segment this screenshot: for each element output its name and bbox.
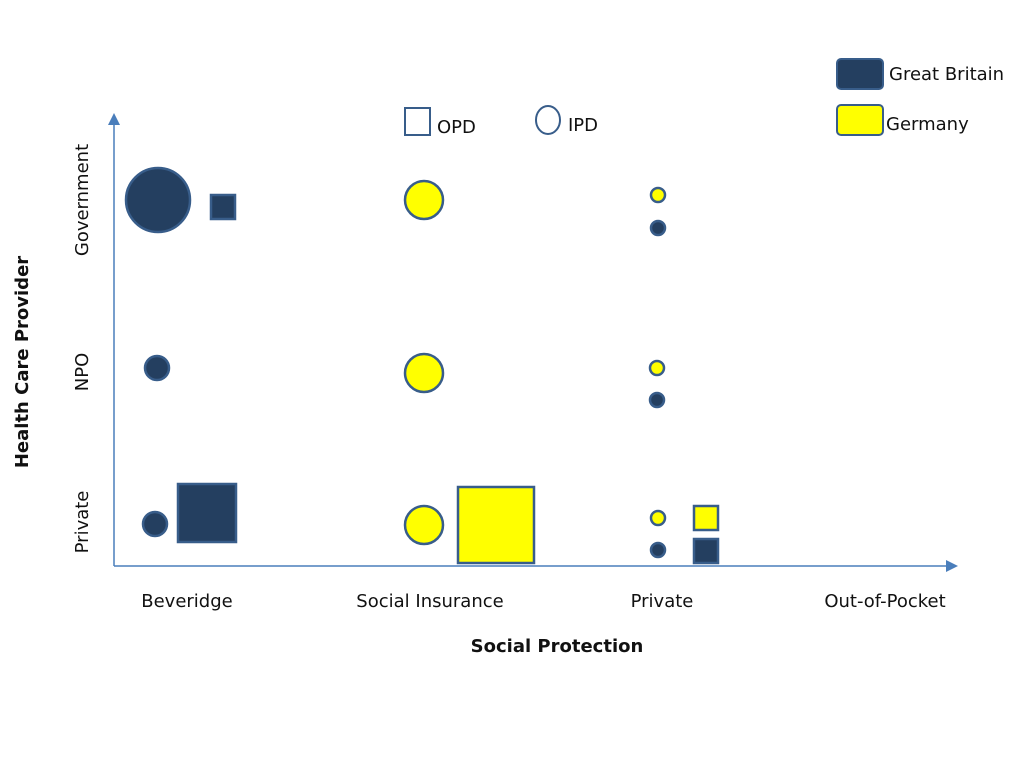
mark-great-britain-ipd-beveridge-npo-2 bbox=[143, 354, 171, 382]
mark-great-britain-opd-beveridge-government-1 bbox=[209, 193, 237, 221]
y-tick-npo: NPO bbox=[72, 353, 93, 392]
x-tick-beveridge: Beveridge bbox=[141, 591, 232, 612]
legend-germany-swatch bbox=[836, 104, 884, 136]
y-axis-title: Health Care Provider bbox=[12, 256, 33, 468]
mark-germany-ipd-private-private-13 bbox=[649, 509, 667, 527]
mark-germany-opd-social-insurance-private-8 bbox=[456, 485, 536, 565]
mark-great-britain-ipd-beveridge-government-0 bbox=[124, 166, 192, 234]
legend-great-britain-swatch bbox=[836, 58, 884, 90]
x-axis-title: Social Protection bbox=[471, 636, 644, 657]
chart-marks bbox=[124, 166, 720, 565]
mark-great-britain-ipd-private-government-10 bbox=[649, 219, 667, 237]
mark-germany-ipd-social-insurance-private-7 bbox=[403, 504, 445, 546]
legend-opd-square-icon bbox=[404, 107, 431, 136]
y-tick-government: Government bbox=[72, 144, 93, 256]
mark-germany-ipd-private-government-9 bbox=[649, 186, 667, 204]
legend-ipd-label: IPD bbox=[568, 115, 598, 136]
x-tick-out-of-pocket: Out-of-Pocket bbox=[824, 591, 945, 612]
mark-germany-ipd-social-insurance-npo-6 bbox=[403, 352, 445, 394]
mark-great-britain-opd-beveridge-private-4 bbox=[176, 482, 238, 544]
mark-great-britain-ipd-private-private-14 bbox=[649, 541, 667, 559]
x-tick-social-insurance: Social Insurance bbox=[356, 591, 503, 612]
legend-opd-label: OPD bbox=[437, 117, 476, 138]
mark-great-britain-opd-private-private-16 bbox=[692, 537, 720, 565]
mark-germany-ipd-social-insurance-government-5 bbox=[403, 179, 445, 221]
mark-great-britain-ipd-beveridge-private-3 bbox=[141, 510, 169, 538]
mark-germany-opd-private-private-15 bbox=[692, 504, 720, 532]
mark-great-britain-ipd-private-npo-12 bbox=[648, 391, 666, 409]
legend-ipd-circle-icon bbox=[535, 105, 561, 135]
mark-germany-ipd-private-npo-11 bbox=[648, 359, 666, 377]
y-tick-private: Private bbox=[72, 491, 93, 554]
legend-germany-label: Germany bbox=[886, 114, 969, 135]
legend-great-britain-label: Great Britain bbox=[889, 64, 1004, 85]
x-tick-private: Private bbox=[631, 591, 694, 612]
